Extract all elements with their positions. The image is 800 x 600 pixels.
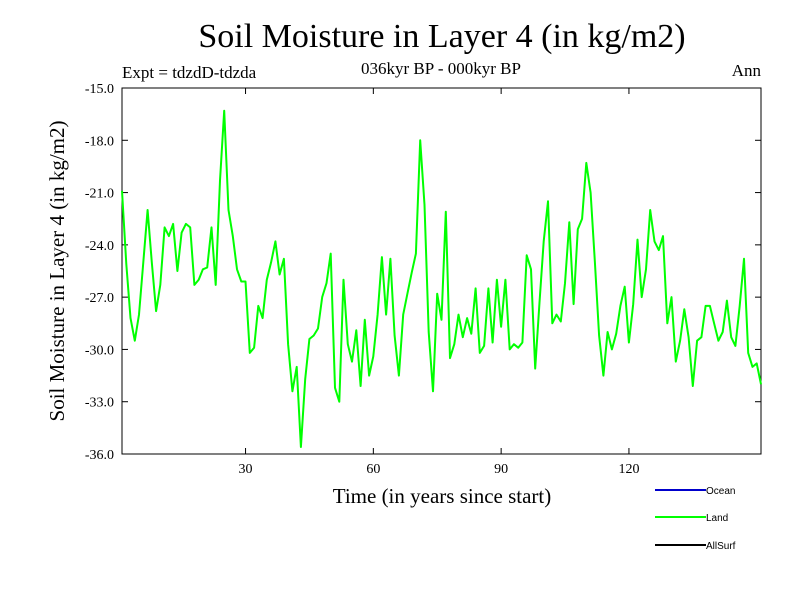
x-tick-label: 60 — [366, 462, 380, 477]
y-tick-label: -30.0 — [85, 343, 114, 358]
y-axis: -15.0 -18.0 -21.0 -24.0 -27.0 -30.0 -33.0 -36.0 — [85, 82, 761, 463]
plot-frame — [121, 87, 762, 455]
y-tick-label: -21.0 — [85, 187, 114, 202]
x-tick-label: 30 — [239, 462, 253, 477]
y-tick-label: -24.0 — [85, 239, 114, 254]
season-label: Ann — [732, 61, 762, 80]
legend-land-label: Land — [706, 513, 728, 524]
legend-allsurf-label: AllSurf — [706, 541, 736, 552]
y-tick-label: -18.0 — [85, 134, 114, 149]
series-layer — [121, 109, 762, 448]
legend: Ocean Land AllSurf — [655, 486, 736, 552]
y-axis-label: Soil Moisture in Layer 4 (in kg/m2) — [45, 121, 69, 422]
x-tick-label: 90 — [494, 462, 508, 477]
chart-title: Soil Moisture in Layer 4 (in kg/m2) — [198, 18, 685, 55]
expt-label: Expt = tdzdD-tdzda — [122, 63, 257, 82]
series-line-land — [121, 109, 762, 448]
legend-ocean-label: Ocean — [706, 486, 735, 497]
x-axis-label: Time (in years since start) — [333, 484, 552, 508]
y-tick-label: -36.0 — [85, 448, 114, 463]
x-tick-label: 120 — [618, 462, 639, 477]
y-tick-label: -33.0 — [85, 396, 114, 411]
chart-subtitle: 036kyr BP - 000kyr BP — [361, 59, 521, 78]
y-tick-label: -27.0 — [85, 291, 114, 306]
x-axis: 30 60 90 120 — [239, 88, 639, 477]
y-tick-label: -15.0 — [85, 82, 114, 97]
